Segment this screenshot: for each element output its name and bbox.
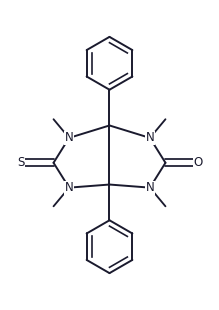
Text: N: N (65, 181, 73, 194)
Text: S: S (17, 156, 25, 169)
Text: N: N (146, 181, 154, 194)
Text: N: N (146, 131, 154, 144)
Text: N: N (65, 131, 73, 144)
Text: O: O (193, 156, 203, 169)
